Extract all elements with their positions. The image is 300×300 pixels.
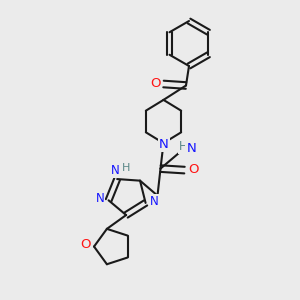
Text: O: O [188,163,199,176]
Text: N: N [111,164,120,177]
Text: H: H [122,163,130,173]
Text: N: N [96,192,105,205]
Text: H: H [179,140,188,153]
Text: O: O [80,238,91,251]
Text: N: N [150,195,158,208]
Text: N: N [159,137,169,151]
Text: O: O [150,76,161,90]
Text: N: N [187,142,196,155]
